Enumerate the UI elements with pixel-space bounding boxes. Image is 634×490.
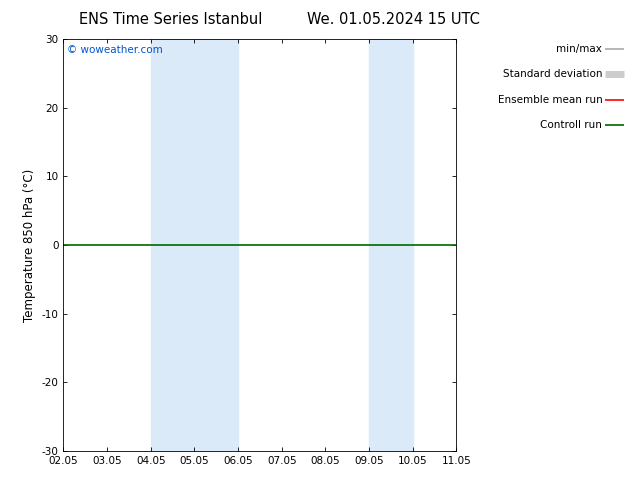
Text: We. 01.05.2024 15 UTC: We. 01.05.2024 15 UTC: [307, 12, 479, 27]
Text: min/max: min/max: [557, 44, 602, 54]
Bar: [369, 39, 413, 451]
Text: Controll run: Controll run: [540, 121, 602, 130]
Text: Ensemble mean run: Ensemble mean run: [498, 95, 602, 105]
Text: Standard deviation: Standard deviation: [503, 70, 602, 79]
Y-axis label: Temperature 850 hPa (°C): Temperature 850 hPa (°C): [23, 169, 36, 321]
Bar: [151, 39, 238, 451]
Text: ENS Time Series Istanbul: ENS Time Series Istanbul: [79, 12, 263, 27]
Text: © woweather.com: © woweather.com: [67, 46, 163, 55]
